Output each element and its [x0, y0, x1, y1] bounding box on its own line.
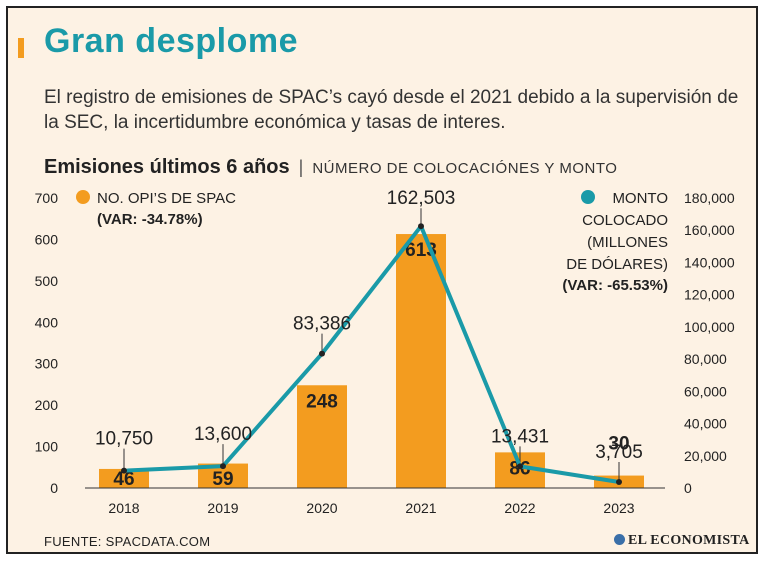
bar-2018	[99, 468, 149, 488]
legend-bar-var: (VAR: -34.78%)	[97, 211, 203, 228]
right-axis-tick: 100,000	[684, 319, 735, 335]
right-axis-tick: 40,000	[684, 416, 727, 432]
legend-line-label: (MILLONES	[587, 234, 668, 251]
bar-value-label: 248	[306, 391, 338, 412]
x-axis-tick: 2020	[306, 500, 337, 516]
source-note: FUENTE: SPACDATA.COM	[44, 534, 211, 549]
bar-value-label: 30	[608, 434, 629, 455]
legend-bar-label: NO. OPI’S DE SPAC	[97, 190, 236, 207]
left-axis-tick: 700	[35, 190, 59, 206]
right-axis-tick: 0	[684, 480, 692, 496]
left-axis-tick: 0	[50, 480, 58, 496]
title-accent-bar	[18, 38, 24, 58]
line-point	[616, 479, 622, 486]
line-value-label: 162,503	[387, 188, 456, 209]
right-axis-tick: 80,000	[684, 351, 727, 367]
bar-value-label: 46	[113, 469, 134, 490]
line-point	[418, 223, 424, 230]
line-value-label: 3,705	[595, 442, 643, 463]
line-value-label: 13,600	[194, 424, 252, 445]
right-axis-tick: 180,000	[684, 190, 735, 206]
chart-heading-sub: NÚMERO DE COLOCACIÓNES Y MONTO	[312, 160, 618, 177]
page-title: Gran desplome	[44, 22, 299, 60]
line-value-label: 13,431	[491, 426, 549, 447]
legend-line-swatch	[581, 190, 595, 204]
left-axis-tick: 600	[35, 231, 59, 247]
page-subtitle: El registro de emisiones de SPAC’s cayó …	[44, 87, 739, 133]
right-axis-tick: 140,000	[684, 254, 735, 270]
left-axis-tick: 300	[35, 356, 59, 372]
left-axis-tick: 100	[35, 439, 59, 455]
line-point	[220, 463, 226, 470]
right-axis-tick: 20,000	[684, 448, 727, 464]
line-series-monto	[123, 224, 620, 485]
right-axis-tick: 160,000	[684, 222, 735, 238]
legend-line-label: MONTO	[612, 190, 668, 207]
right-axis-tick: 120,000	[684, 287, 735, 303]
legend-line-var: (VAR: -65.53%)	[562, 277, 668, 294]
line-value-label: 10,750	[95, 429, 153, 450]
x-axis-tick: 2018	[108, 500, 139, 516]
line-point	[517, 463, 523, 470]
legend-bar-swatch	[76, 190, 90, 204]
bar-2021	[396, 234, 446, 488]
chart-heading: Emisiones últimos 6 años | NÚMERO DE COL…	[44, 156, 617, 179]
left-axis-tick: 200	[35, 397, 59, 413]
left-axis-tick: 500	[35, 273, 59, 289]
right-axis-tick: 60,000	[684, 383, 727, 399]
x-axis-tick: 2019	[207, 500, 238, 516]
left-axis-tick: 400	[35, 314, 59, 330]
x-axis-tick: 2023	[603, 500, 634, 516]
logo-mark-icon	[614, 534, 625, 545]
logo-text: EL ECONOMISTA	[628, 533, 750, 548]
x-axis-tick: 2022	[504, 500, 535, 516]
bar-value-label: 59	[212, 469, 233, 490]
x-axis-tick: 2021	[405, 500, 436, 516]
line-point	[319, 350, 325, 357]
line-point	[121, 467, 127, 474]
publisher-logo: EL ECONOMISTA	[614, 533, 750, 549]
bar-2020	[297, 385, 347, 488]
legend-line-label: COLOCADO	[582, 212, 668, 229]
infographic-frame: Gran desplome El registro de emisiones d…	[6, 6, 758, 554]
line-value-label: 83,386	[293, 314, 351, 335]
legend-line-label: DE DÓLARES)	[566, 256, 668, 273]
chart-heading-main: Emisiones últimos 6 años	[44, 156, 290, 178]
chart-heading-separator: |	[298, 157, 304, 177]
